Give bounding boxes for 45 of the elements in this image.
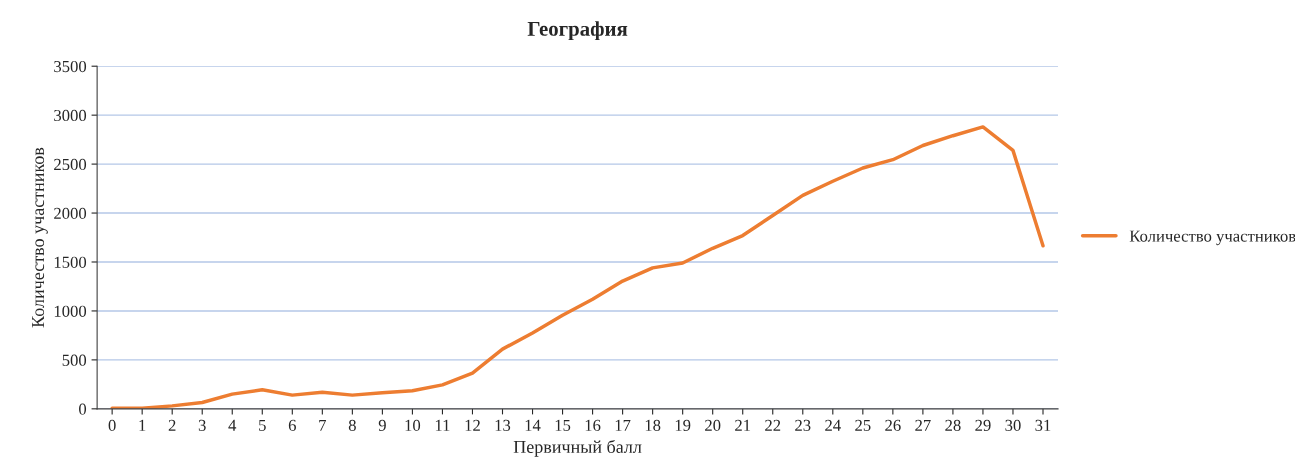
x-tick-label: 26: [885, 419, 901, 431]
chart-title: География: [527, 21, 628, 41]
y-tick-label: 3000: [54, 109, 87, 122]
x-tick-label: 12: [465, 419, 480, 431]
x-tick-label: 28: [945, 419, 961, 431]
x-tick-label: 31: [1035, 419, 1051, 431]
y-tick-label: 1500: [54, 256, 87, 268]
x-tick-label: 23: [795, 419, 811, 431]
x-tick-label: 15: [555, 419, 571, 431]
x-tick-label: 2: [168, 419, 176, 431]
x-axis-title: Первичный балл: [513, 439, 642, 457]
x-tick-label: 4: [228, 419, 237, 431]
x-tick-label: 1: [139, 419, 146, 431]
x-tick-label: 10: [405, 419, 421, 431]
x-tick-label: 6: [288, 419, 296, 431]
y-tick-label: 2000: [54, 207, 87, 219]
x-tick-label: 19: [675, 419, 691, 431]
x-tick-label: 8: [348, 419, 356, 431]
y-tick-label: 0: [79, 403, 87, 415]
legend-label: Количество участников: [1129, 230, 1295, 246]
x-tick-label: 7: [319, 419, 327, 431]
x-tick-label: 0: [108, 419, 116, 431]
x-tick-label: 11: [435, 419, 450, 431]
x-tick-label: 27: [915, 419, 931, 431]
x-tick-label: 21: [735, 419, 751, 431]
x-tick-label: 25: [855, 419, 871, 431]
y-tick-label: 500: [62, 354, 87, 366]
x-tick-label: 29: [975, 419, 991, 431]
x-tick-label: 22: [765, 419, 781, 431]
x-tick-label: 30: [1005, 419, 1021, 431]
x-tick-label: 13: [495, 419, 511, 431]
x-tick-label: 14: [525, 419, 541, 431]
y-axis-title: Количество участников: [32, 147, 48, 328]
x-tick-label: 18: [645, 419, 661, 431]
line-series: [110, 125, 1045, 409]
x-tick-label: 3: [198, 419, 206, 431]
y-tick-label: 2500: [54, 158, 87, 171]
x-tick-label: 20: [705, 419, 721, 431]
y-tick-label: 3500: [54, 60, 87, 73]
x-tick-label: 9: [378, 419, 386, 431]
x-tick-label: 17: [615, 419, 631, 431]
x-tick-label: 24: [825, 419, 841, 431]
y-tick-label: 1000: [54, 305, 87, 317]
x-tick-label: 16: [585, 419, 601, 431]
x-tick-label: 5: [259, 419, 266, 431]
